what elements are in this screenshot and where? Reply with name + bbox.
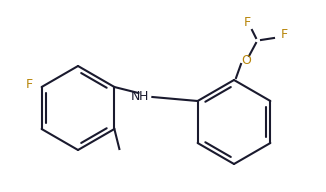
Text: O: O (241, 54, 251, 66)
Text: F: F (26, 79, 33, 92)
Text: F: F (244, 16, 251, 28)
Text: N: N (131, 89, 140, 103)
Text: F: F (280, 28, 288, 41)
Text: H: H (139, 89, 148, 103)
